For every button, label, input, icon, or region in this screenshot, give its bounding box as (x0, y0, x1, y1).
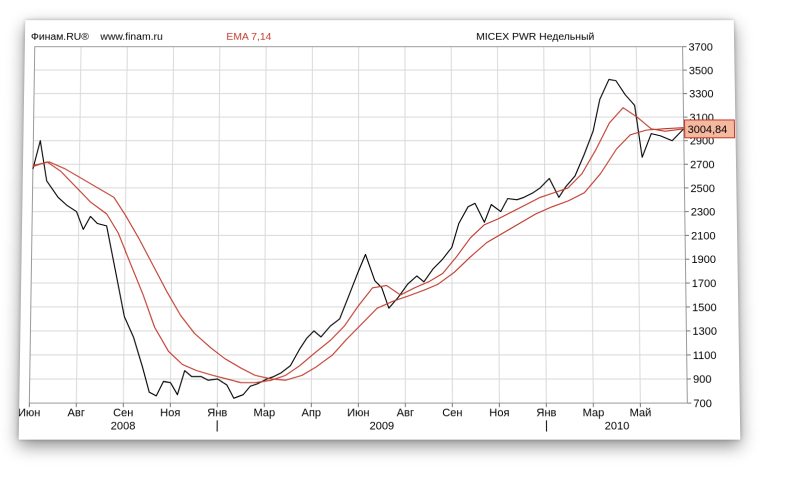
indicator-label: EMA 7,14 (226, 32, 271, 43)
x-tick-label: Ноя (160, 407, 180, 419)
site-label[interactable]: www.finam.ru (99, 32, 163, 43)
chart-panel: 700 900 1100 1300 1500 1700 1900 2100 2300 2500 27… (19, 20, 741, 439)
x-tick-label: Сен (113, 407, 133, 419)
brand-label: Финам.RU® (31, 32, 89, 43)
last-value-text: 3004,84 (688, 124, 728, 136)
year-label: 2010 (605, 420, 630, 432)
y-tick-label: 2700 (690, 159, 715, 171)
y-tick-label: 1300 (692, 326, 717, 338)
x-tick-label: Янв (207, 407, 227, 419)
last-value-badge: 3004,84 (685, 120, 735, 138)
y-tick-label: 3300 (689, 89, 713, 101)
y-tick-label: 2100 (691, 230, 716, 242)
y-tick-label: 1100 (693, 350, 717, 362)
y-tick-label: 1900 (691, 254, 716, 266)
y-tick-label: 2500 (690, 183, 715, 195)
y-tick-label: 700 (693, 398, 712, 410)
y-tick-label: 1700 (692, 278, 717, 290)
x-tick-label: Ноя (489, 407, 509, 419)
y-tick-label: 3500 (689, 65, 713, 77)
y-tick-label: 1500 (692, 302, 717, 314)
x-tick-label: Апр (302, 407, 322, 419)
year-label: 2009 (369, 420, 394, 432)
x-tick-label: Сен (442, 407, 462, 419)
x-tick-label: Мар (583, 407, 605, 419)
y-tick-label: 2300 (691, 207, 716, 219)
chart-svg: 700 900 1100 1300 1500 1700 1900 2100 2300 2500 27… (19, 20, 741, 439)
x-tick-label: Мар (253, 407, 275, 419)
x-tick-label: Янв (536, 407, 556, 419)
x-tick-label: Июн (347, 407, 369, 419)
x-tick-label: Июн (19, 407, 41, 419)
y-tick-label: 3700 (688, 42, 712, 54)
x-tick-label: Авг (397, 407, 414, 419)
y-tick-label: 900 (693, 374, 712, 386)
instrument-label: MICEX PWR Недельный (476, 32, 594, 43)
x-tick-label: Май (630, 407, 652, 419)
year-label: 2008 (111, 420, 136, 432)
x-tick-label: Авг (67, 407, 84, 419)
